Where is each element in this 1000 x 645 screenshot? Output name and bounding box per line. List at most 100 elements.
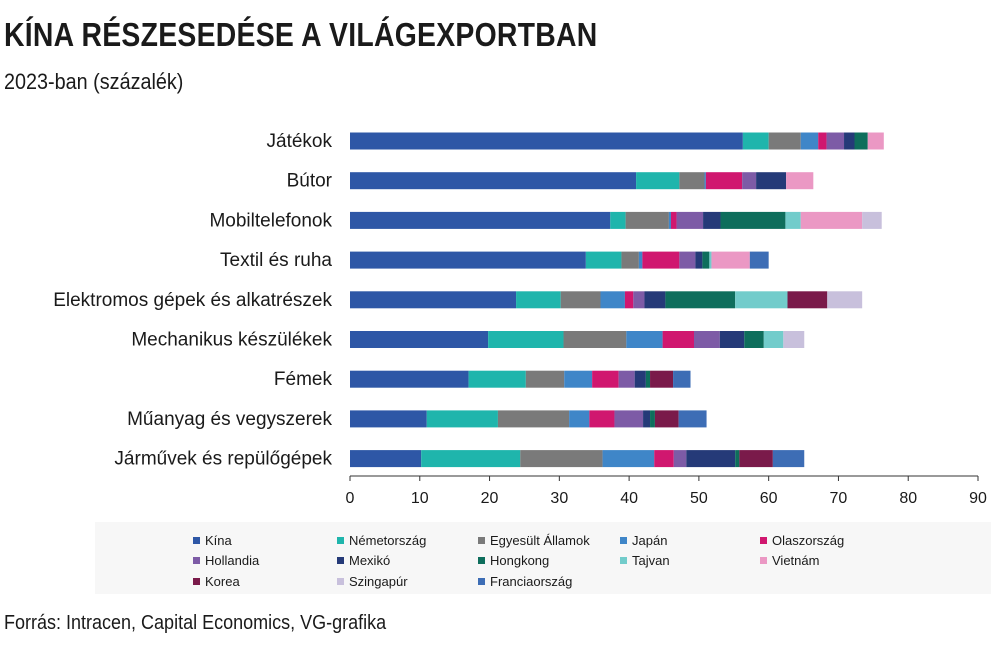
bar-segment xyxy=(650,410,655,428)
bar-segment xyxy=(625,211,669,229)
bar-segment xyxy=(426,410,498,428)
legend-label: Kína xyxy=(205,533,232,548)
bar-segment xyxy=(783,331,805,348)
legend-item: Mexikó xyxy=(337,553,390,568)
bar-segment xyxy=(739,450,773,468)
bar-segment xyxy=(787,291,828,309)
legend-swatch xyxy=(760,557,767,564)
bar-segment xyxy=(585,251,622,269)
bar-segment xyxy=(785,211,801,229)
legend-swatch xyxy=(337,557,344,564)
bar-segment xyxy=(488,331,564,348)
bar-segment xyxy=(705,172,743,190)
bar-segment xyxy=(735,291,788,309)
legend-swatch xyxy=(620,537,627,544)
bar-segment xyxy=(600,291,625,309)
bar-segment xyxy=(800,132,819,150)
bar-segment xyxy=(350,251,586,269)
bar-segment xyxy=(703,211,721,229)
bar-segment xyxy=(610,211,626,229)
legend-background xyxy=(95,522,991,594)
x-tick-label: 30 xyxy=(550,490,568,507)
bar-segment xyxy=(642,251,680,269)
legend-item: Hongkong xyxy=(478,553,549,568)
bar-segment xyxy=(621,251,639,269)
bar-segment xyxy=(520,450,603,468)
bar-segment xyxy=(421,450,521,468)
bar-segment xyxy=(768,132,801,150)
legend-item: Vietnám xyxy=(760,553,819,568)
legend-label: Tajvan xyxy=(632,553,670,568)
bar-segment xyxy=(468,370,526,388)
x-tick-label: 80 xyxy=(899,490,917,507)
bar-segment xyxy=(650,370,674,388)
bar-segment xyxy=(867,132,884,150)
bar-segment xyxy=(654,450,674,468)
legend-swatch xyxy=(337,537,344,544)
bar-segment xyxy=(694,331,720,348)
x-tick-label: 60 xyxy=(760,490,778,507)
bar-segment xyxy=(643,410,651,428)
bar-segment xyxy=(862,211,882,229)
bar-segment xyxy=(497,410,570,428)
legend-swatch xyxy=(193,578,200,585)
bar-segment xyxy=(634,370,646,388)
source-note: Forrás: Intracen, Capital Economics, VG-… xyxy=(4,612,387,634)
legend-label: Németország xyxy=(349,533,427,548)
bar-segment xyxy=(645,370,651,388)
bar-segment xyxy=(564,370,593,388)
legend-item: Korea xyxy=(193,574,240,589)
legend-label: Hongkong xyxy=(490,553,550,568)
category-label: Mobiltelefonok xyxy=(209,210,332,231)
bar-segment xyxy=(618,370,635,388)
bar-segment xyxy=(626,331,663,348)
bar-segment xyxy=(744,331,764,348)
legend-label: Korea xyxy=(205,574,240,589)
legend-item: Tajvan xyxy=(620,553,670,568)
bar-segment xyxy=(673,450,687,468)
bar-segment xyxy=(624,291,634,309)
bar-segment xyxy=(592,370,619,388)
bar-segment xyxy=(720,211,786,229)
legend-swatch xyxy=(760,537,767,544)
legend-item: Franciaország xyxy=(478,574,572,589)
legend-item: Kína xyxy=(193,533,232,548)
category-label: Elektromos gépek és alkatrészek xyxy=(53,290,332,311)
bar-segment xyxy=(563,331,627,348)
bar-segment xyxy=(844,132,855,150)
bar-segment xyxy=(763,331,784,348)
x-tick-label: 70 xyxy=(830,490,848,507)
legend-swatch xyxy=(337,578,344,585)
legend-item: Olaszország xyxy=(760,533,844,548)
bar-segment xyxy=(826,132,845,150)
bar-segment xyxy=(709,251,712,269)
bar-segment xyxy=(854,132,868,150)
chart-subtitle: 2023-ban (százalék) xyxy=(4,69,184,94)
legend-label: Japán xyxy=(632,533,668,548)
legend-swatch xyxy=(478,557,485,564)
legend-item: Egyesült Államok xyxy=(478,533,590,548)
bar-segment xyxy=(638,251,643,269)
bar-segment xyxy=(676,211,704,229)
x-tick-label: 40 xyxy=(620,490,638,507)
category-label: Járművek és repülőgépek xyxy=(114,449,332,470)
bar-segment xyxy=(350,211,611,229)
bar-segment xyxy=(670,211,677,229)
bar-segment xyxy=(735,450,740,468)
category-label: Textil és ruha xyxy=(220,250,332,271)
bar-segment xyxy=(679,251,696,269)
bar-segment xyxy=(644,291,666,309)
x-tick-label: 0 xyxy=(346,490,355,507)
bar-segment xyxy=(654,410,679,428)
bar-segment xyxy=(350,291,517,309)
legend-label: Egyesült Államok xyxy=(490,533,590,548)
bar-segment xyxy=(742,172,757,190)
legend-label: Olaszország xyxy=(772,533,845,548)
category-label: Fémek xyxy=(274,369,333,390)
legend-item: Németország xyxy=(337,533,426,548)
bar-segment xyxy=(350,331,489,348)
bar-segment xyxy=(749,251,769,269)
bar-segment xyxy=(686,450,736,468)
bar-segment xyxy=(614,410,644,428)
legend-item: Japán xyxy=(620,533,667,548)
